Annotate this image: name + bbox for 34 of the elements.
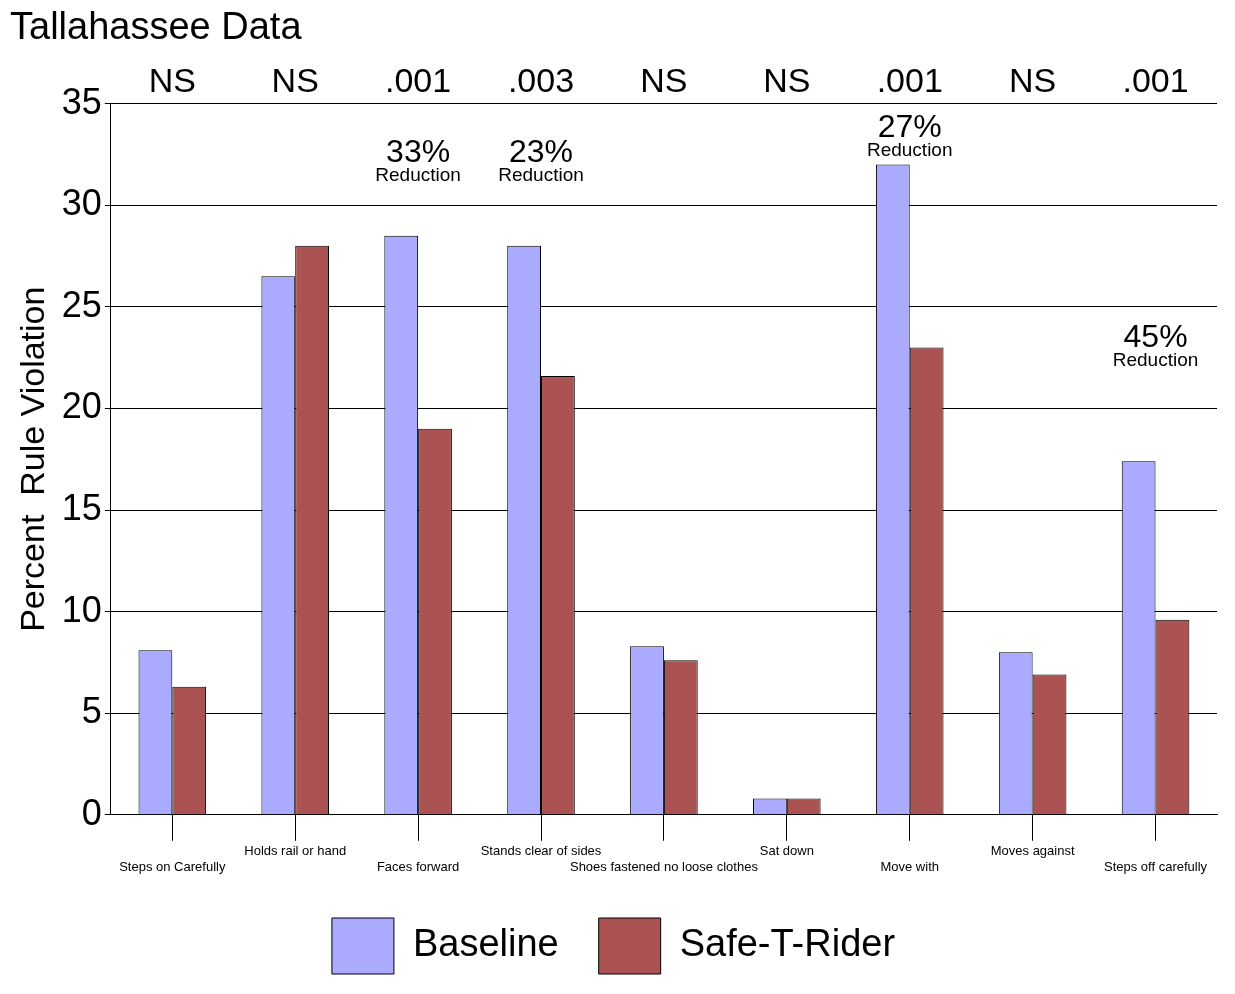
x-tick-label: Moves against (990, 843, 1075, 859)
annotation: 33% Reduction (375, 133, 461, 185)
y-tick-label: 10 (61, 588, 102, 630)
text: NS (271, 60, 319, 99)
annotation: 27% Reduction (866, 108, 953, 160)
x-tick-label: Holds rail or hand (244, 843, 347, 859)
y-axis-title: Percent Rule Violation (12, 286, 51, 632)
x-tick-label: Steps off carefully (1104, 858, 1208, 874)
y-tick-label: 15 (61, 486, 102, 528)
x-tick-label: Move with (880, 858, 939, 874)
chart-title: Tallahassee Data (10, 5, 303, 48)
y-tick-label: 35 (61, 80, 102, 122)
legend-label: Safe-T-Rider (679, 922, 896, 965)
legend-label: Baseline (412, 922, 559, 965)
text: .001 (385, 60, 452, 99)
text: .003 (507, 60, 575, 99)
text: .001 (1122, 60, 1189, 99)
y-tick-label: 5 (81, 690, 102, 732)
x-tick-label: Stands clear of sides (480, 843, 602, 859)
y-tick-label: 0 (81, 791, 102, 833)
x-tick-label: Sat down (759, 843, 814, 859)
x-tick-label: Faces forward (376, 858, 460, 874)
x-tick-label: Shoes fastened no loose clothes (569, 858, 759, 874)
text: NS (640, 60, 688, 99)
text: .001 (876, 60, 943, 99)
y-tick-label: 20 (61, 385, 102, 427)
annotation: 45% Reduction (1112, 318, 1199, 370)
x-tick-label: Steps on Carefully (119, 858, 226, 874)
annotation: 23% Reduction (498, 133, 584, 185)
text: NS (763, 60, 811, 99)
text: NS (1009, 60, 1057, 99)
y-tick-label: 25 (61, 283, 102, 325)
y-tick-label: 30 (61, 182, 102, 224)
text: NS (148, 60, 196, 99)
